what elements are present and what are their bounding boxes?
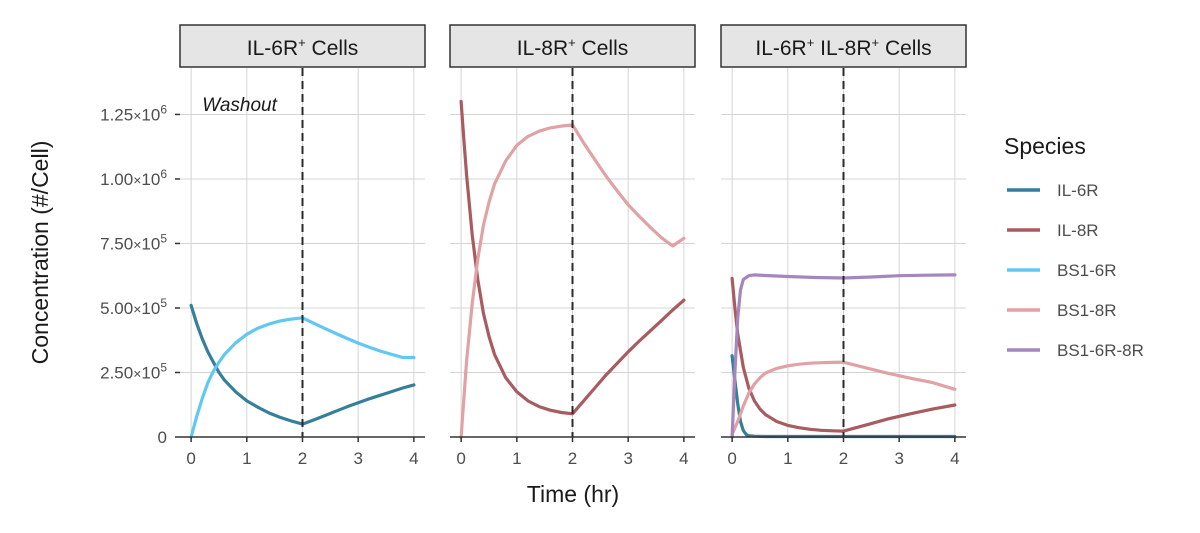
strip-title: IL-6R+ IL-8R+ Cells xyxy=(755,35,931,60)
washout-annotation: Washout xyxy=(202,95,277,116)
panel-3: 0 1 2 3 4IL-6R+ IL-8R+ Cells xyxy=(720,24,967,468)
legend-label-bs1-8r: BS1-8R xyxy=(1057,301,1117,320)
panel-1-strip: IL-6R+ Cells xyxy=(179,24,426,68)
x-tick-label: 4 xyxy=(950,449,959,468)
x-tick-label: 0 xyxy=(456,449,465,468)
strip-title-sup: + xyxy=(568,35,576,50)
strip-title-mid: IL-8R xyxy=(814,37,871,60)
panel-1: 0 1 2 3 4 IL-6R+ Cells xyxy=(179,24,426,468)
panel-2: 0 1 2 3 4 IL-8R+ Cells xyxy=(449,24,696,468)
strip-title: IL-8R+ Cells xyxy=(517,35,628,60)
strip-background xyxy=(720,24,967,68)
strip-title-main: IL-8R xyxy=(517,37,568,60)
x-axis-title: Time (hr) xyxy=(527,481,619,507)
x-tick-label: 3 xyxy=(894,449,903,468)
x-tick-label: 1 xyxy=(783,449,792,468)
strip-background xyxy=(449,24,696,68)
legend: Species IL-6R IL-8R BS1-6R BS1-8R BS1-6R-8R xyxy=(1004,133,1144,360)
y-tick-label: 1.25×106 xyxy=(100,102,167,124)
strip-title-sup: + xyxy=(807,35,815,50)
y-axis: 0 2.50×105 5.00×105 7.50×105 1.00×106 1.25×10… xyxy=(100,102,180,447)
strip-title-main: IL-6R xyxy=(755,37,806,60)
legend-label-il-8r: IL-8R xyxy=(1057,221,1099,240)
legend-label-bs1-6r: BS1-6R xyxy=(1057,261,1117,280)
series-line-il-8r xyxy=(730,276,957,433)
series-line-bs1-8r xyxy=(730,360,957,436)
y-tick-label: 7.50×105 xyxy=(100,231,167,253)
x-tick-label: 0 xyxy=(727,449,736,468)
x-tick-label: 2 xyxy=(568,449,577,468)
series-line-bs1-6r xyxy=(189,316,416,439)
series-line-il-6r xyxy=(189,303,416,426)
series-line-bs1-8r xyxy=(459,123,686,439)
legend-title: Species xyxy=(1004,133,1086,159)
strip-title-rest: Cells xyxy=(879,37,932,60)
strip-title-rest: Cells xyxy=(306,37,359,60)
x-tick-label: 2 xyxy=(839,449,848,468)
y-tick-label: 5.00×105 xyxy=(100,296,167,318)
x-tick-label: 4 xyxy=(679,449,688,468)
series-line-bs1-6r-8r xyxy=(730,273,957,439)
strip-title-sup2: + xyxy=(872,35,880,50)
x-tick-label: 4 xyxy=(409,449,418,468)
x-tick-label: 3 xyxy=(353,449,362,468)
y-tick-label: 0 xyxy=(158,428,167,447)
strip-background xyxy=(179,24,426,68)
x-tick-label: 2 xyxy=(298,449,307,468)
panel-2-strip: IL-8R+ Cells xyxy=(449,24,696,68)
x-tick-label: 0 xyxy=(186,449,195,468)
strip-title-main: IL-6R xyxy=(247,37,298,60)
series-line-il-8r xyxy=(459,99,686,416)
strip-title: IL-6R+ Cells xyxy=(247,35,358,60)
strip-title-sup: + xyxy=(298,35,306,50)
panel-3-strip: IL-6R+ IL-8R+ Cells xyxy=(720,24,967,68)
x-tick-label: 3 xyxy=(623,449,632,468)
legend-label-il-6r: IL-6R xyxy=(1057,181,1099,200)
y-axis-title: Concentration (#/Cell) xyxy=(27,141,53,365)
strip-title-rest: Cells xyxy=(576,37,629,60)
legend-label-bs1-6r-8r: BS1-6R-8R xyxy=(1057,341,1144,360)
x-tick-label: 1 xyxy=(242,449,251,468)
y-tick-label: 2.50×105 xyxy=(100,360,167,382)
x-tick-label: 1 xyxy=(512,449,521,468)
y-tick-label: 1.00×106 xyxy=(100,167,167,189)
